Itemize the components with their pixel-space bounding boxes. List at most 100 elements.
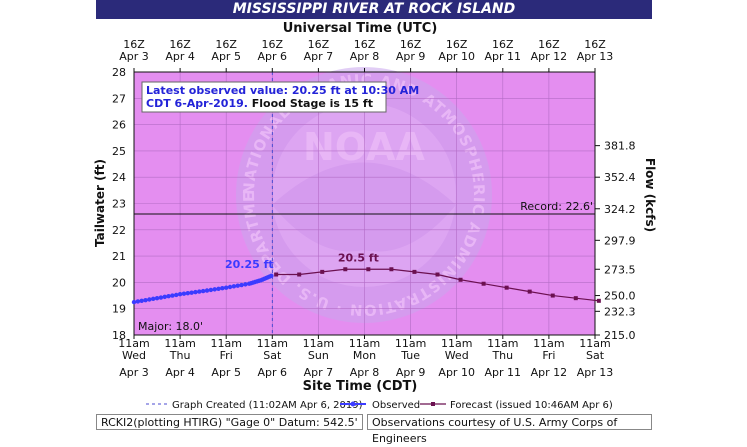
forecast-point [297,272,302,277]
bottom-tick-dow: Fri [220,349,233,362]
observed-point [208,287,214,293]
forecast-line [276,268,599,302]
observed-point [174,292,179,298]
bottom-tick-dow: Tue [400,349,420,362]
y-tick-label: 22 [112,224,126,237]
observed-point [227,284,233,290]
gage-datum-note: RCKI2(plotting HTIRG) "Gage 0" Datum: 54… [96,414,363,430]
legend-observed: Observed [372,400,420,411]
bottom-tick-time: 11am [210,337,241,350]
top-tick-date: Apr 13 [577,50,614,63]
top-tick-hour: 16Z [169,38,191,51]
y-tick-label: 28 [112,66,126,79]
info-box-line2: CDT 6-Apr-2019. Flood Stage is 15 ft [146,97,373,110]
legend-graph-created: Graph Created (11:02AM Apr 6, 2019) [172,400,363,411]
bottom-tick-time: 11am [303,337,334,350]
top-tick-date: Apr 7 [304,50,334,63]
right-axis-title: Flow (kcfs) [643,158,657,232]
bottom-tick-date: Apr 4 [165,366,195,379]
observed-line [133,274,272,304]
info-box-line1: Latest observed value: 20.25 ft at 10:30… [146,84,419,97]
observed-point [262,276,267,282]
legend-forecast: Forecast (issued 10:46AM Apr 6) [450,400,613,411]
plot-frame [133,71,596,336]
watermark-ring-textpath: NATIONAL OCEANIC AND ATMOSPHERIC ADMINIS… [0,0,487,319]
observed-point [185,290,190,296]
observed-point [193,289,198,295]
forecast-point [412,269,417,274]
hydrograph-chart: MISSISSIPPI RIVER AT ROCK ISLAND NOAA NAT… [0,0,657,445]
observed-point [181,291,187,296]
top-tick-date: Apr 8 [350,50,380,63]
top-tick-date: Apr 3 [119,50,149,63]
watermark-ring-text: NATIONAL OCEANIC AND ATMOSPHERIC ADMINIS… [0,0,488,319]
info-box [141,81,387,113]
bottom-tick-dow: Wed [445,349,469,362]
flow-tick-label: 273.5 [604,263,636,276]
observed-point [216,286,221,291]
observed-point [269,273,274,279]
forecast-point [366,267,371,272]
top-tick-date: Apr 4 [165,50,195,63]
observed-point [170,293,175,298]
top-tick-date: Apr 11 [485,50,522,63]
watermark-bird-shape [272,162,456,252]
y-tick-label: 27 [112,92,126,105]
y-tick-label: 24 [112,171,126,184]
top-tick-hour: 16Z [584,38,606,51]
bottom-tick-time: 11am [487,337,518,350]
bottom-tick-date: Apr 11 [485,366,522,379]
observed-point [204,288,210,293]
bottom-tick-time: 11am [118,337,149,350]
observed-point [166,294,171,299]
observed-point [260,277,265,282]
bottom-tick-date: Apr 13 [577,366,614,379]
bottom-tick-time: 11am [533,337,564,350]
observed-point [247,281,252,286]
forecast-point [504,285,509,290]
observed-point [147,297,152,302]
bottom-tick-dow: Sun [308,349,329,362]
bottom-tick-time: 11am [164,337,195,350]
observed-point [248,280,254,286]
flow-tick-label: 324.2 [604,203,636,216]
top-tick-date: Apr 6 [258,50,288,63]
forecast-point [573,296,578,301]
observed-point [158,295,164,300]
observed-point [220,286,225,291]
observed-point [243,282,248,287]
bottom-tick-date: Apr 9 [396,366,426,379]
watermark-inner-disc [272,103,456,287]
top-tick-hour: 16Z [400,38,422,51]
chart-title: MISSISSIPPI RIVER AT ROCK ISLAND [232,1,516,17]
flow-tick-label: 352.4 [604,171,636,184]
forecast-point [389,267,394,272]
watermark-noaa-text: NOAA [303,125,425,169]
bottom-tick-dow: Thu [491,349,513,362]
observed-point [256,278,262,284]
info-box-date: CDT 6-Apr-2019. [146,97,252,110]
forecast-point [435,272,440,277]
watermark-outer-ring [236,67,492,323]
top-tick-hour: 16Z [538,38,560,51]
bottom-tick-date: Apr 8 [350,366,380,379]
legend-observed-dot [350,401,356,407]
observed-point [189,290,194,295]
flow-tick-label: 215.0 [604,329,636,342]
observed-point [250,280,256,285]
forecast-point [550,293,555,298]
y-tick-label: 25 [112,145,126,158]
info-box-flood-stage: Flood Stage is 15 ft [252,97,373,110]
top-tick-date: Apr 10 [438,50,475,63]
latest-value-label: 20.25 ft [225,258,274,271]
observed-point [151,296,156,302]
observed-point [235,283,240,288]
bottom-tick-time: 11am [441,337,472,350]
bottom-tick-time: 11am [579,337,610,350]
observed-point [258,278,263,283]
bottom-tick-dow: Thu [169,349,191,362]
observed-point [231,284,237,289]
observed-point [131,299,137,305]
